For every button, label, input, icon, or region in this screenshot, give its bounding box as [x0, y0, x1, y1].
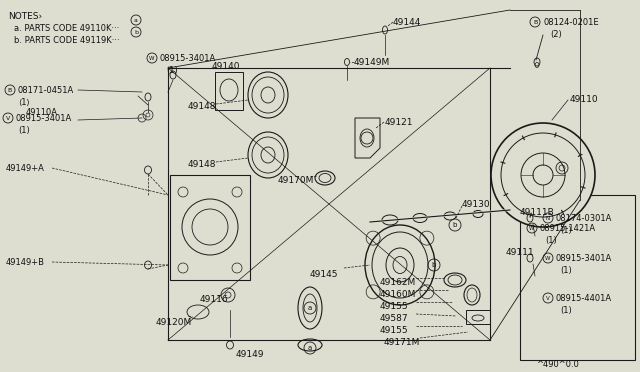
Text: (1): (1)	[545, 236, 557, 245]
Text: 49149+A: 49149+A	[6, 164, 45, 173]
Text: (1): (1)	[18, 126, 29, 135]
Text: B: B	[8, 87, 12, 93]
Ellipse shape	[413, 214, 427, 222]
Text: b: b	[453, 222, 457, 228]
Text: W: W	[545, 256, 551, 260]
Text: 49145: 49145	[310, 270, 339, 279]
Text: 49111: 49111	[506, 248, 534, 257]
Text: b: b	[432, 262, 436, 268]
Ellipse shape	[444, 273, 466, 287]
Text: 08915-3401A: 08915-3401A	[556, 254, 612, 263]
Ellipse shape	[248, 132, 288, 178]
Ellipse shape	[365, 225, 435, 305]
Text: 49149+B: 49149+B	[6, 258, 45, 267]
Text: 49149M: 49149M	[354, 58, 390, 67]
Bar	[520, 195, 635, 360]
Text: (1): (1)	[560, 266, 572, 275]
Text: 49149: 49149	[236, 350, 264, 359]
Text: 08915-1421A: 08915-1421A	[540, 224, 596, 233]
Text: (1): (1)	[166, 66, 178, 75]
Text: 49160M: 49160M	[380, 290, 417, 299]
Text: b. PARTS CODE 49119K···: b. PARTS CODE 49119K···	[14, 36, 120, 45]
Bar	[215, 72, 243, 110]
Text: a: a	[308, 345, 312, 351]
Ellipse shape	[298, 287, 322, 329]
Text: 08915-3401A: 08915-3401A	[16, 114, 72, 123]
Text: a: a	[134, 17, 138, 22]
Text: 49162M: 49162M	[380, 278, 416, 287]
Circle shape	[491, 123, 595, 227]
Text: ⟨1⟩: ⟨1⟩	[18, 98, 29, 107]
Text: 49148: 49148	[188, 102, 216, 111]
Text: 08915-3401A: 08915-3401A	[160, 54, 216, 63]
Text: b: b	[134, 29, 138, 35]
Text: 49155: 49155	[380, 326, 408, 335]
Text: W: W	[149, 55, 155, 61]
Text: 49148: 49148	[188, 160, 216, 169]
Text: 49110: 49110	[570, 95, 598, 104]
Text: (1): (1)	[560, 226, 572, 235]
Text: V: V	[6, 115, 10, 121]
Text: N: N	[546, 215, 550, 221]
Ellipse shape	[444, 212, 456, 220]
Text: a: a	[308, 305, 312, 311]
Text: W: W	[529, 225, 535, 231]
Text: 49140: 49140	[212, 62, 241, 71]
Text: 08915-4401A: 08915-4401A	[556, 294, 612, 303]
Bar	[466, 310, 490, 324]
Text: V: V	[546, 295, 550, 301]
Text: NOTES›: NOTES›	[8, 12, 42, 21]
Text: 49110A: 49110A	[26, 108, 58, 117]
Ellipse shape	[382, 215, 398, 225]
Text: 49171M: 49171M	[384, 338, 420, 347]
Ellipse shape	[248, 72, 288, 118]
Text: B: B	[533, 19, 537, 25]
Text: 08171-0451A: 08171-0451A	[18, 86, 74, 95]
Circle shape	[182, 199, 238, 255]
Text: a. PARTS CODE 49110K···: a. PARTS CODE 49110K···	[14, 24, 120, 33]
Text: 49116: 49116	[200, 295, 228, 304]
Text: (1): (1)	[560, 306, 572, 315]
Text: 49121: 49121	[385, 118, 413, 127]
Text: 08124-0201E: 08124-0201E	[543, 18, 598, 27]
Text: 49130: 49130	[462, 200, 491, 209]
Text: 08174-0301A: 08174-0301A	[556, 214, 612, 223]
Bar	[170, 175, 250, 280]
Text: ^490^0.0: ^490^0.0	[536, 360, 579, 369]
Text: 49170M: 49170M	[278, 176, 314, 185]
Text: 49144: 49144	[393, 18, 421, 27]
Text: 49120M: 49120M	[156, 318, 192, 327]
Ellipse shape	[298, 339, 322, 351]
Text: 49155: 49155	[380, 302, 408, 311]
Ellipse shape	[464, 285, 480, 305]
Text: 49587: 49587	[380, 314, 408, 323]
Text: 49111B: 49111B	[520, 208, 555, 217]
Text: (2): (2)	[550, 30, 562, 39]
